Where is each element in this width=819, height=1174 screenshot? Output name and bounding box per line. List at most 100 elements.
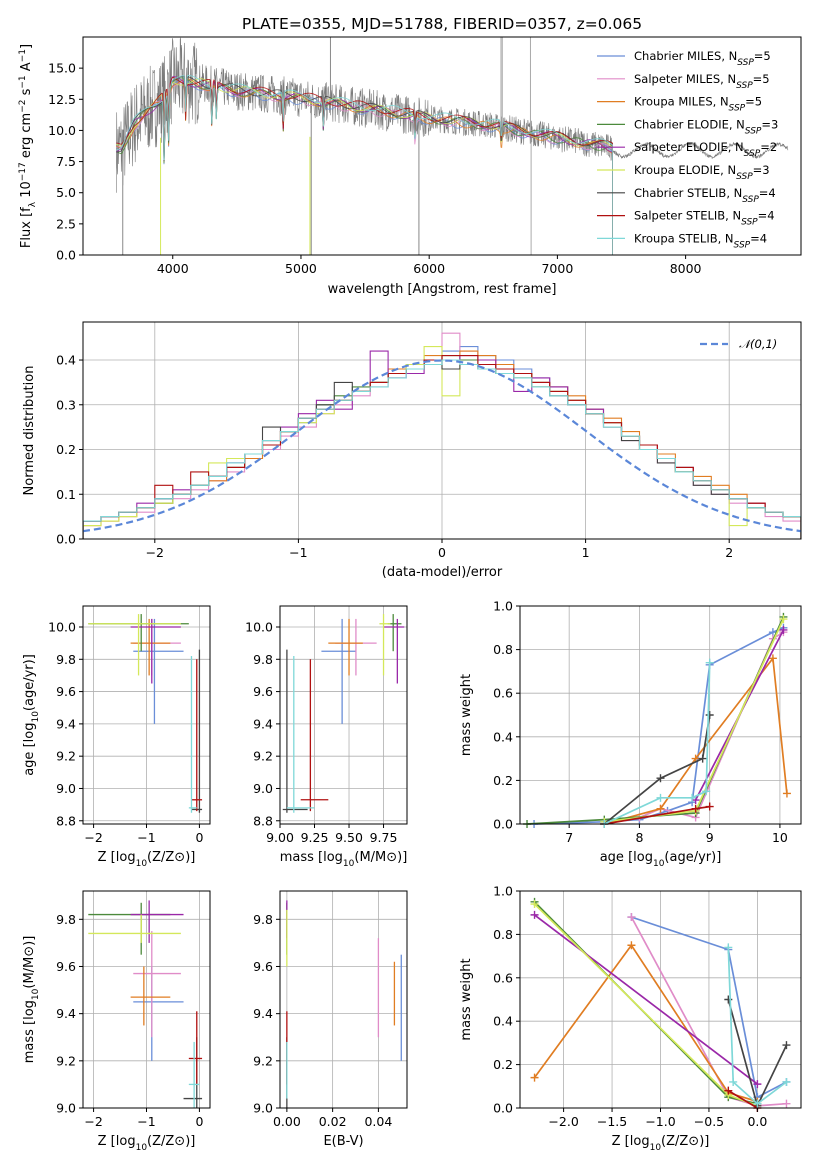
legend-entry: Kroupa STELIB, NSSP=4	[634, 231, 767, 250]
label-part: log	[22, 1000, 37, 1020]
label-part: =4	[758, 209, 775, 223]
x-tick-label: −1	[137, 830, 155, 845]
series-marker-6	[782, 1041, 791, 1050]
series-line-4	[533, 914, 758, 1085]
label-part: 10	[31, 711, 41, 723]
series-marker-7	[724, 1086, 733, 1095]
y-tick-label: 8.8	[253, 813, 273, 828]
y-tick-label: 0.2	[493, 1057, 513, 1072]
plot-area	[116, 37, 789, 255]
label-part: 10	[31, 988, 41, 1000]
label-part: =4	[759, 186, 776, 200]
y-tick-label: 0.4	[493, 1014, 513, 1029]
y-tick-label: 9.0	[253, 781, 273, 796]
series-marker-8	[729, 1077, 738, 1086]
legend-entry: 𝒩(0,1)	[739, 337, 777, 351]
x-axis-label: E(B-V)	[323, 1134, 363, 1149]
residuals-panel: −2 −1 0 1 2 0.0 0.1 0.2 0.3 0.4 (data-model)/error…	[22, 321, 802, 580]
y-axis-label: mass weight	[459, 674, 474, 756]
legend-entry: Chabrier MILES, NSSP=5	[634, 49, 771, 68]
x-tick-label: 0.02	[319, 1114, 347, 1129]
label-part: −2	[18, 100, 28, 113]
series-marker-6	[698, 754, 707, 763]
series-marker-1	[782, 1099, 791, 1108]
x-tick-label: 0.04	[364, 1114, 392, 1129]
series-line-3	[526, 616, 785, 825]
x-axis-label: Z [log10(Z/Z⊙)]	[98, 850, 196, 869]
y-tick-label: 10.0	[48, 123, 76, 138]
series-marker-8	[782, 1077, 791, 1086]
model-line-4	[116, 75, 613, 255]
age-vs-metallicity-panel: −2 −1 08.89.09.29.49.69.810.0Z [log10(Z/Z⊙…	[22, 605, 211, 869]
mass-weight-vs-metallicity-panel: −2.0 −1.5 −1.0 −0.5 0.0 0.0 0.2 0.4 0.6 0.8 1.0 Z […	[459, 884, 802, 1153]
x-tick-label: 4000	[157, 261, 189, 276]
series-marker-4	[530, 910, 539, 919]
series-marker-1	[627, 913, 636, 922]
y-axis-label: Normed distribution	[22, 366, 37, 496]
series-marker-2	[530, 1073, 539, 1082]
x-tick-label: 9.00	[266, 830, 294, 845]
x-tick-label: 0	[195, 1114, 203, 1129]
series-marker-7	[691, 804, 700, 813]
x-tick-label: 0	[195, 830, 203, 845]
observed-spectrum-line	[116, 37, 789, 193]
y-tick-label: 9.0	[56, 781, 76, 796]
label-part: =5	[754, 49, 771, 63]
y-tick-label: 0.8	[493, 642, 513, 657]
legend-entry: Salpeter STELIB, NSSP=4	[634, 209, 775, 228]
y-tick-label: 5.0	[56, 185, 76, 200]
y-tick-label: 9.6	[56, 959, 76, 974]
x-axis-label: age [log10(age/yr)]	[600, 850, 722, 869]
y-tick-label: 9.6	[56, 684, 76, 699]
label-part: (age/yr)]	[22, 654, 37, 711]
label-part: E(B-V)	[323, 1134, 363, 1149]
y-tick-label: 15.0	[48, 61, 76, 76]
series-marker-6	[705, 711, 714, 719]
y-tick-label: 0.0	[56, 248, 76, 263]
model-line-2	[116, 78, 613, 255]
legend-entry: Kroupa ELODIE, NSSP=3	[634, 163, 770, 182]
y-tick-label: 0.6	[493, 970, 513, 985]
label-part: =3	[761, 117, 778, 131]
label-part: A	[19, 62, 34, 75]
series-line-3	[533, 901, 758, 1105]
x-tick-label: 6000	[413, 261, 445, 276]
label-part: (data-model)/error	[382, 565, 503, 580]
series-line-6	[603, 714, 711, 825]
label-part: SSP	[734, 240, 751, 250]
label-part: Salpeter ELODIE, N	[634, 140, 744, 154]
label-part: 10	[343, 859, 355, 869]
x-axis-label: wavelength [Angstrom, rest frame]	[328, 282, 557, 297]
label-part: log	[116, 1134, 136, 1149]
y-tick-label: 9.8	[253, 912, 273, 927]
y-tick-label: 12.5	[48, 92, 76, 107]
x-axis-label: (data-model)/error	[382, 565, 503, 580]
label-part: (Z/Z⊙)]	[147, 1134, 195, 1149]
y-tick-label: 9.2	[253, 1053, 273, 1068]
y-tick-label: 9.8	[56, 652, 76, 667]
series-marker-2	[782, 789, 791, 798]
label-part: Chabrier ELODIE, N	[634, 117, 745, 131]
x-tick-label: −2.0	[548, 1114, 578, 1129]
legend-entry: Kroupa MILES, NSSP=5	[634, 95, 762, 114]
legend-entry: Chabrier ELODIE, NSSP=3	[634, 117, 778, 136]
label-part: age [	[600, 850, 633, 865]
axes-frame	[279, 890, 408, 1109]
legend-entry: Salpeter ELODIE, NSSP=2	[634, 140, 777, 159]
y-tick-label: 0.2	[493, 773, 513, 788]
y-tick-label: 0.4	[493, 729, 513, 744]
y-tick-label: 9.6	[253, 959, 273, 974]
series-line-2	[533, 943, 758, 1103]
x-tick-label: 10	[772, 830, 788, 845]
series-marker-8	[753, 1099, 762, 1108]
x-tick-label: 0.00	[273, 1114, 301, 1129]
series-marker-8	[724, 943, 733, 952]
chart-title: PLATE=0355, MJD=51788, FIBERID=0357, z=0…	[242, 15, 642, 33]
y-tick-label: 9.8	[56, 912, 76, 927]
series-marker-5	[779, 615, 788, 624]
y-tick-label: 0.6	[493, 686, 513, 701]
x-tick-label: 9.50	[335, 830, 363, 845]
age-vs-mass-panel: 9.00 9.25 9.50 9.75 8.8 9.0 9.2 9.4 9.6 9.8 10.0 ma…	[245, 605, 408, 869]
